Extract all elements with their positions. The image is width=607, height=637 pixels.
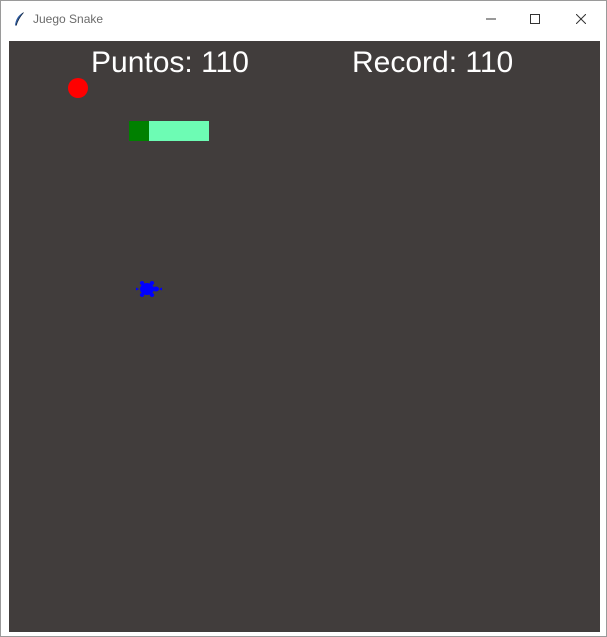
window-title: Juego Snake — [33, 12, 104, 26]
feather-icon — [15, 12, 24, 26]
snake-head — [129, 121, 149, 141]
snake-segment — [149, 121, 169, 141]
game-canvas[interactable]: Puntos: 110 Record: 110 — [7, 39, 602, 634]
score-label: Puntos: 110 — [91, 46, 249, 79]
snake-segment — [169, 121, 189, 141]
minimize-icon — [486, 18, 496, 20]
turtle-cursor-icon — [136, 281, 162, 297]
food-dot — [68, 78, 88, 98]
close-button[interactable] — [558, 1, 604, 37]
close-icon — [576, 14, 586, 24]
title-bar[interactable]: Juego Snake — [1, 1, 606, 37]
snake-segment — [189, 121, 209, 141]
maximize-button[interactable] — [512, 1, 558, 37]
minimize-button[interactable] — [468, 1, 514, 37]
record-label: Record: 110 — [352, 46, 514, 79]
maximize-icon — [530, 14, 540, 24]
